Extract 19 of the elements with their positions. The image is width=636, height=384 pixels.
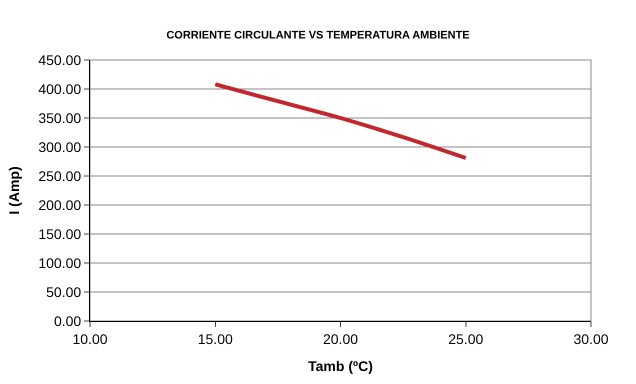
y-axis-title: I (Amp) xyxy=(6,166,22,215)
x-tick-label: 30.00 xyxy=(573,330,609,347)
line-series xyxy=(213,82,468,160)
y-tick-label: 100.00 xyxy=(38,254,82,271)
y-tick-label: 250.00 xyxy=(38,168,82,184)
x-tick-label: 15.00 xyxy=(198,330,233,347)
y-tick-label: 50.00 xyxy=(46,284,82,300)
x-tick-label: 25.00 xyxy=(448,330,484,347)
y-tick-label: 450.00 xyxy=(38,52,82,68)
y-tick-label: 150.00 xyxy=(38,226,82,242)
y-tick-label: 300.00 xyxy=(38,138,82,155)
y-tick-label: 200.00 xyxy=(38,196,82,213)
y-tick-label: 400.00 xyxy=(38,80,82,97)
y-tick-label: 350.00 xyxy=(38,110,82,126)
x-tick-label: 20.00 xyxy=(322,330,358,347)
chart-title: CORRIENTE CIRCULANTE VS TEMPERATURA AMBIENTE xyxy=(166,29,470,42)
x-tick-label: 10.00 xyxy=(72,330,108,347)
y-tick-label: 0.00 xyxy=(54,312,82,329)
x-axis-title: Tamb (ºC) xyxy=(308,358,373,374)
